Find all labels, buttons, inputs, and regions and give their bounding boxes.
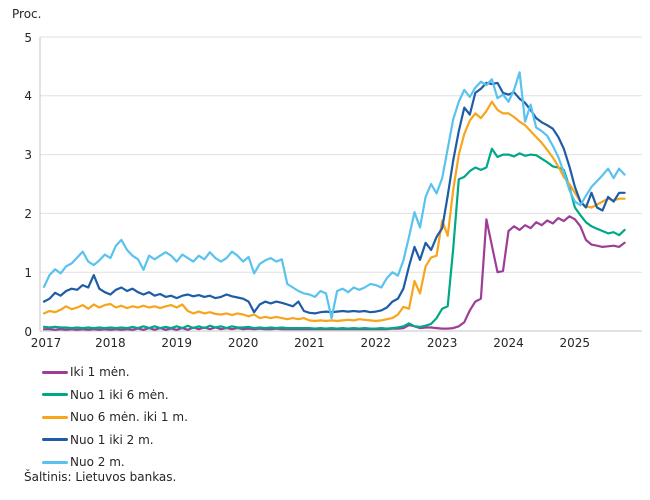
x-axis-tick-label: 2019 bbox=[161, 336, 192, 350]
legend-label: Iki 1 mėn. bbox=[70, 365, 130, 380]
x-axis-tick-label: 2020 bbox=[227, 336, 259, 350]
legend: Iki 1 mėn. Nuo 1 iki 6 mėn. Nuo 6 mėn. i… bbox=[42, 361, 188, 474]
legend-label: Nuo 1 iki 2 m. bbox=[70, 432, 154, 447]
legend-label: Nuo 6 mėn. iki 1 m. bbox=[70, 410, 188, 425]
legend-item: Iki 1 mėn. bbox=[42, 361, 188, 384]
legend-label: Nuo 1 iki 6 mėn. bbox=[70, 387, 169, 402]
y-axis-tick-label: 0 bbox=[24, 324, 32, 339]
legend-swatch bbox=[42, 393, 68, 397]
source-note: Šaltinis: Lietuvos bankas. bbox=[24, 470, 177, 484]
y-axis-title: Proc. bbox=[12, 7, 42, 21]
y-axis-tick-label: 3 bbox=[24, 148, 32, 163]
x-axis-tick-label: 2022 bbox=[360, 336, 392, 350]
legend-item: Nuo 2 m. bbox=[42, 451, 188, 474]
x-axis-tick-label: 2023 bbox=[426, 336, 458, 350]
x-axis-tick-label: 2017 bbox=[30, 336, 62, 350]
x-axis-tick-label: 2024 bbox=[493, 336, 524, 350]
legend-item: Nuo 1 iki 2 m. bbox=[42, 429, 188, 452]
y-axis-tick-label: 4 bbox=[24, 89, 32, 104]
legend-swatch bbox=[42, 415, 68, 419]
x-axis-tick-label: 2018 bbox=[95, 336, 126, 350]
x-axis-tick-label: 2025 bbox=[559, 336, 591, 350]
y-axis-tick-label: 1 bbox=[24, 265, 32, 280]
legend-swatch bbox=[42, 460, 68, 464]
legend-label: Nuo 2 m. bbox=[70, 455, 125, 470]
y-axis-tick-label: 2 bbox=[24, 206, 32, 221]
legend-item: Nuo 1 iki 6 mėn. bbox=[42, 384, 188, 407]
y-axis-tick-label: 5 bbox=[24, 30, 32, 45]
x-axis-tick-label: 2021 bbox=[294, 336, 325, 350]
legend-swatch bbox=[42, 438, 68, 442]
legend-item: Nuo 6 mėn. iki 1 m. bbox=[42, 406, 188, 429]
legend-swatch bbox=[42, 370, 68, 374]
